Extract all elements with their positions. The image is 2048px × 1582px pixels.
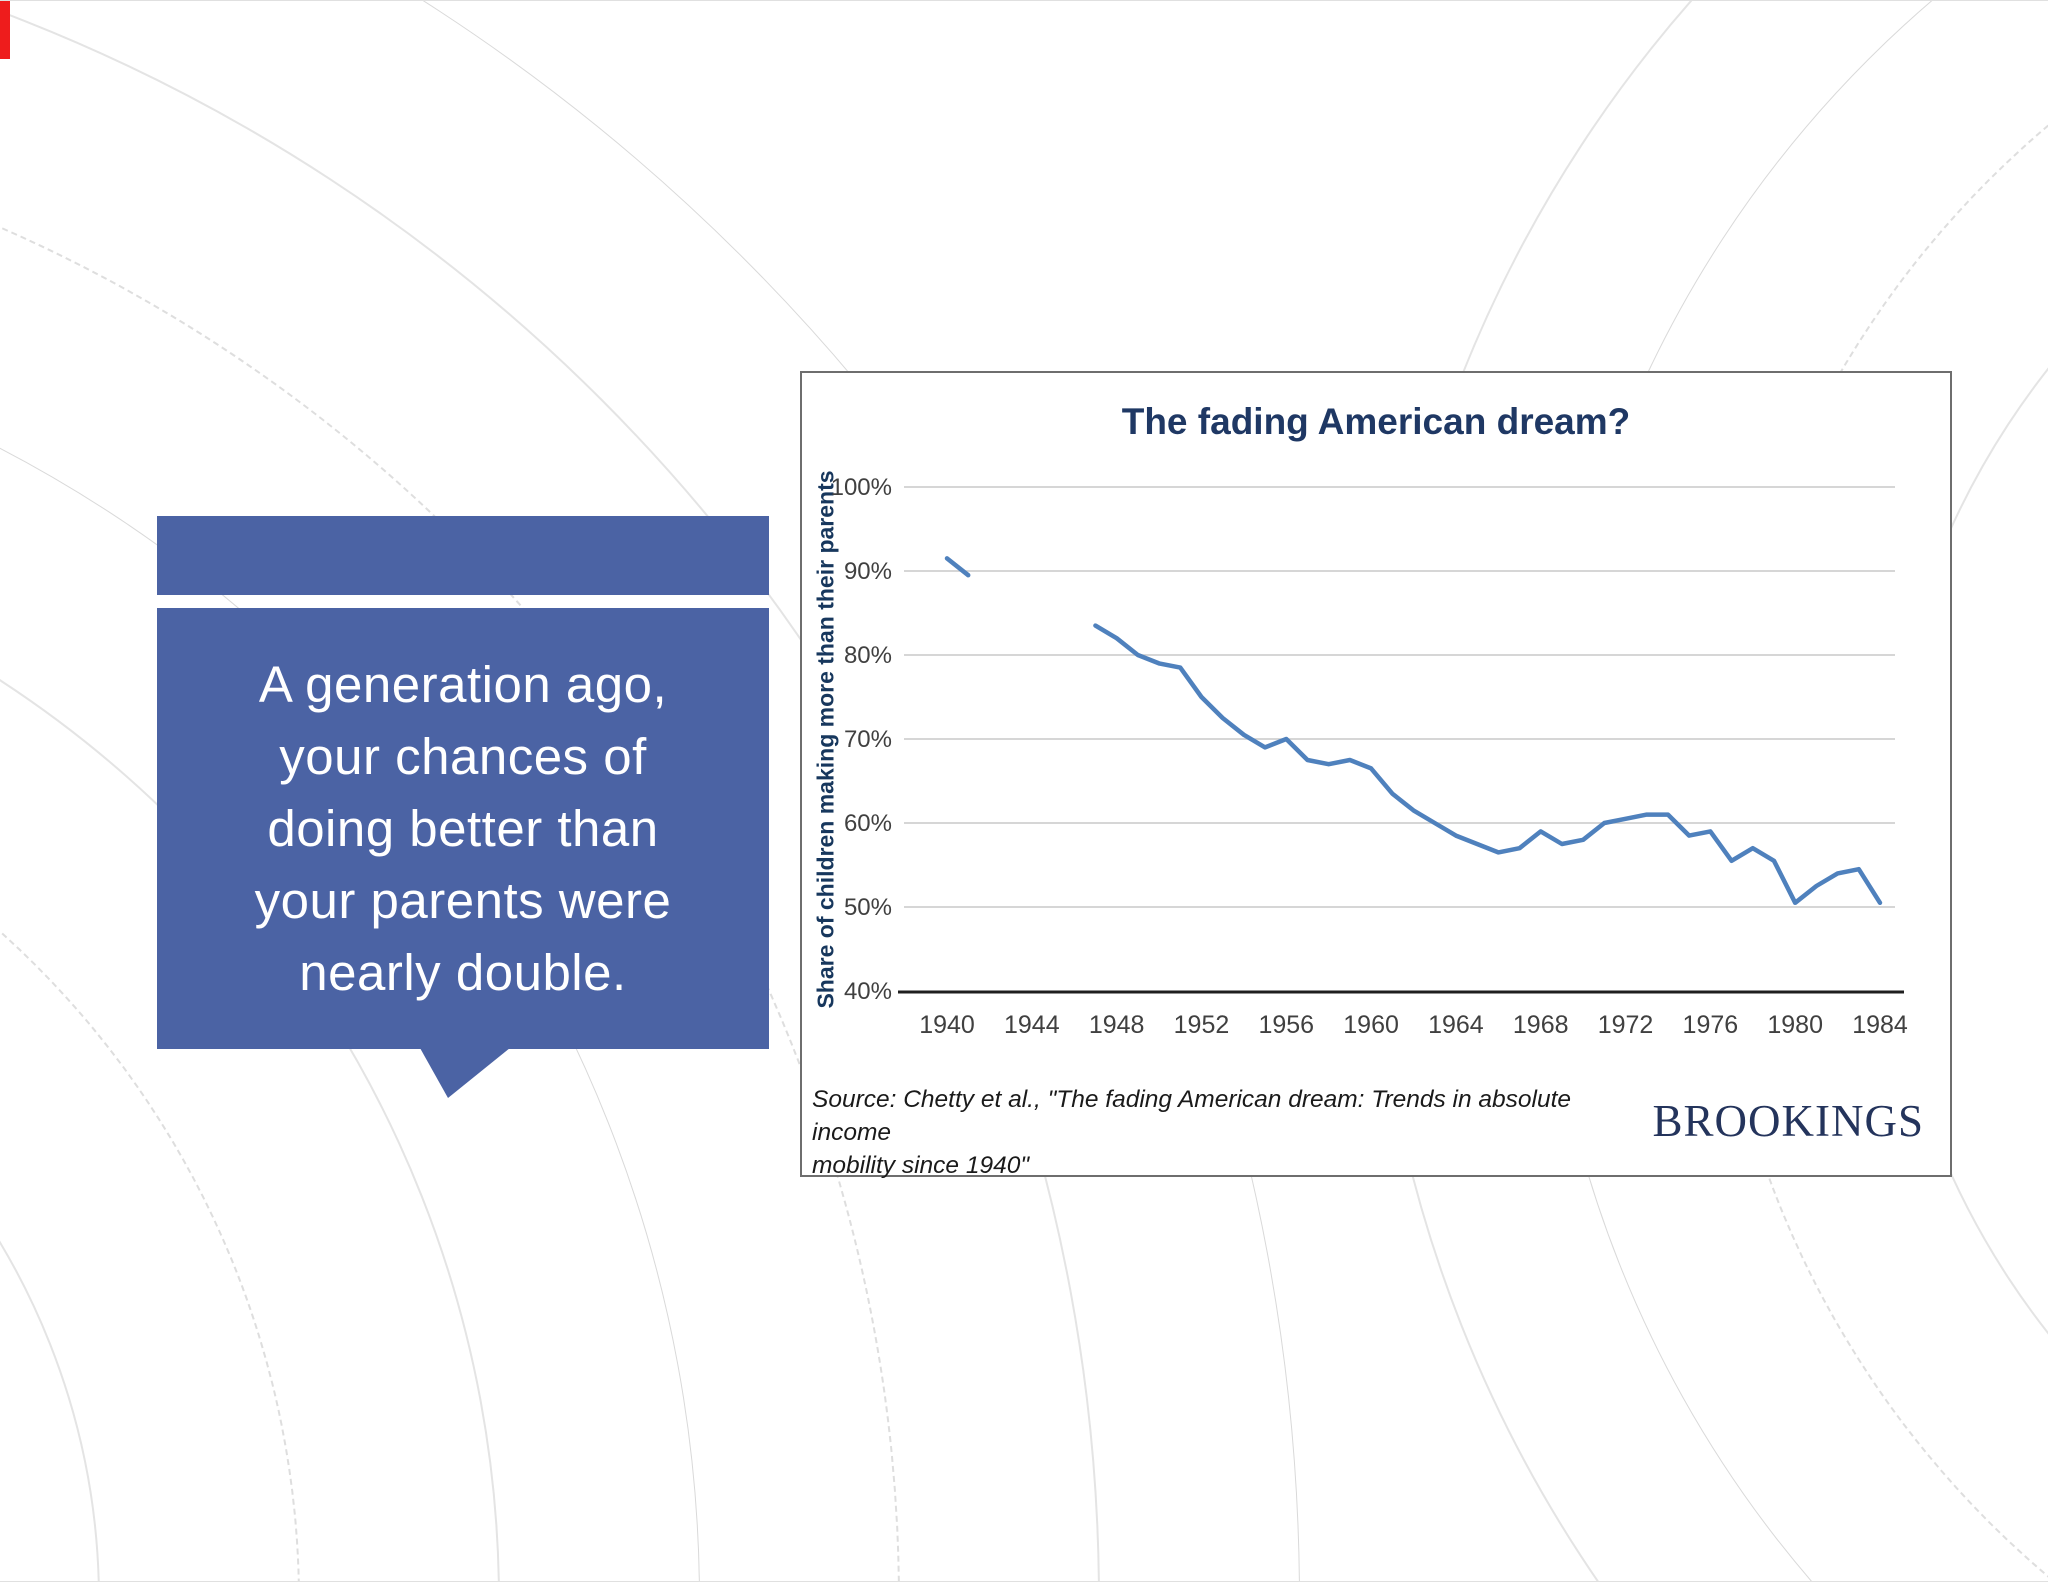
svg-text:1964: 1964 — [1428, 1011, 1484, 1039]
chart-title: The fading American dream? — [1121, 401, 1631, 442]
callout-text: A generation ago, your chances of doing … — [255, 649, 672, 1009]
svg-text:1940: 1940 — [919, 1011, 975, 1039]
chart-panel: The fading American dream? Share of chil… — [800, 371, 1952, 1179]
brookings-logo: BROOKINGS — [1652, 1096, 1924, 1146]
svg-text:1968: 1968 — [1513, 1011, 1569, 1039]
svg-text:1972: 1972 — [1598, 1011, 1654, 1039]
svg-text:60%: 60% — [844, 810, 892, 837]
callout-text-line: nearly double. — [299, 943, 627, 1001]
chart-svg: 40% 50% 60% 70% 80% 90% 100% 1940 1944 1948 1952 19… — [831, 474, 1908, 1039]
svg-text:1960: 1960 — [1343, 1011, 1399, 1039]
svg-text:70%: 70% — [844, 726, 892, 753]
callout-box: A generation ago, your chances of doing … — [157, 608, 769, 1049]
source-note: Source: Chetty et al., "The fading Ameri… — [812, 1083, 1642, 1182]
svg-text:1948: 1948 — [1089, 1011, 1145, 1039]
svg-text:100%: 100% — [831, 474, 892, 501]
callout-text-line: doing better than — [267, 799, 659, 857]
callout-text-line: your chances of — [279, 727, 647, 785]
source-line-2: mobility since 1940" — [812, 1152, 1030, 1180]
svg-text:1976: 1976 — [1683, 1011, 1739, 1039]
svg-text:1944: 1944 — [1004, 1011, 1060, 1039]
svg-text:50%: 50% — [844, 894, 892, 921]
source-line-1: Source: Chetty et al., "The fading Ameri… — [812, 1086, 1572, 1147]
svg-text:40%: 40% — [844, 978, 892, 1005]
svg-text:1980: 1980 — [1767, 1011, 1823, 1039]
screen-edge-artifact — [0, 1, 10, 59]
svg-text:80%: 80% — [844, 642, 892, 669]
svg-text:90%: 90% — [844, 558, 892, 585]
svg-text:1956: 1956 — [1258, 1011, 1314, 1039]
callout-text-line: your parents were — [254, 871, 672, 929]
svg-text:1952: 1952 — [1174, 1011, 1230, 1039]
callout-tail — [420, 1048, 510, 1098]
callout-text-line: A generation ago, — [258, 655, 668, 713]
callout-header-bar — [157, 516, 769, 595]
svg-text:1984: 1984 — [1852, 1011, 1908, 1039]
